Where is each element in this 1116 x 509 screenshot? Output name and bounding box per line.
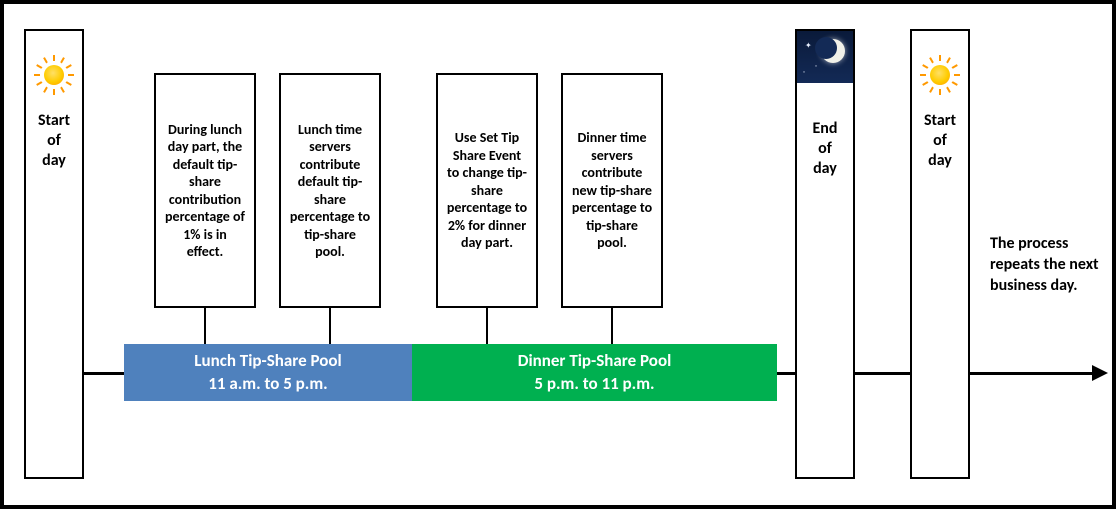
timeline-seg-a <box>84 372 124 375</box>
start-of-day-2-label: Startofday <box>924 111 956 171</box>
desc-text-1: During lunch day part, the default tip-s… <box>164 121 246 261</box>
timeline-seg-d <box>970 372 1094 375</box>
desc-text-2: Lunch time servers contribute default ti… <box>289 121 371 261</box>
dinner-pool-time: 5 p.m. to 11 p.m. <box>534 373 654 395</box>
lunch-pool-title: Lunch Tip-Share Pool <box>194 350 341 372</box>
lunch-pool-time: 11 a.m. to 5 p.m. <box>208 373 327 395</box>
diagram-frame: Startofday During lunch day part, the de… <box>0 0 1116 509</box>
star-icon: ✦ <box>805 41 812 51</box>
start-of-day-1-label: Startofday <box>38 111 70 171</box>
repeat-caption: The process repeats the next business da… <box>990 234 1100 296</box>
desc-text-4: Dinner time servers contribute new tip-s… <box>571 129 653 252</box>
connector-4 <box>611 308 613 344</box>
connector-1 <box>204 308 206 344</box>
moon-icon <box>815 37 845 67</box>
timeline-seg-b <box>777 372 795 375</box>
dinner-pool-bar: Dinner Tip-Share Pool 5 p.m. to 11 p.m. <box>412 344 777 401</box>
desc-box-2: Lunch time servers contribute default ti… <box>279 73 381 308</box>
desc-text-3: Use Set Tip Share Event to change tip-sh… <box>446 129 528 252</box>
column-start-of-day-2: Startofday <box>910 29 970 479</box>
desc-box-3: Use Set Tip Share Event to change tip-sh… <box>436 73 538 308</box>
column-start-of-day-1: Startofday <box>24 29 84 479</box>
desc-box-1: During lunch day part, the default tip-s… <box>154 73 256 308</box>
timeline-arrow-icon <box>1092 365 1108 381</box>
sun-icon <box>920 55 960 95</box>
column-end-of-day: Endofday <box>795 83 855 479</box>
end-of-day-label: Endofday <box>813 119 838 179</box>
desc-box-4: Dinner time servers contribute new tip-s… <box>561 73 663 308</box>
night-header: ✦ · · <box>795 29 855 83</box>
sun-icon <box>34 55 74 95</box>
star-icon: · <box>803 67 805 77</box>
lunch-pool-bar: Lunch Tip-Share Pool 11 a.m. to 5 p.m. <box>124 344 412 401</box>
connector-3 <box>486 308 488 344</box>
timeline-seg-c <box>855 372 910 375</box>
connector-2 <box>329 308 331 344</box>
dinner-pool-title: Dinner Tip-Share Pool <box>518 350 672 372</box>
